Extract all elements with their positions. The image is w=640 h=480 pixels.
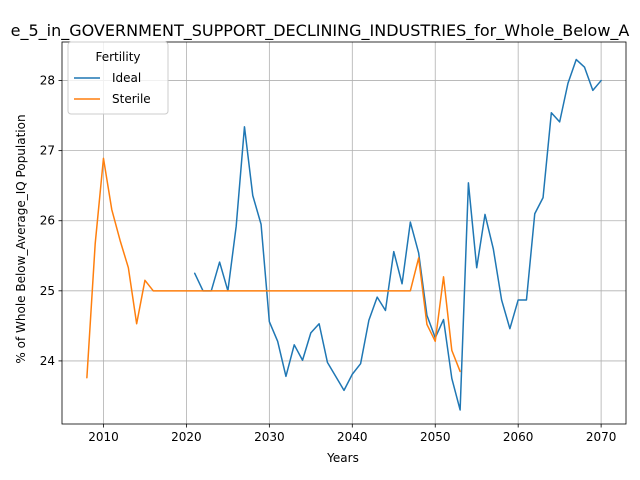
y-tick-label: 27 — [40, 144, 55, 158]
x-axis-ticks: 2010 2020 2030 2040 2050 2060 2070 — [88, 424, 616, 444]
legend-box — [67, 41, 169, 115]
x-axis-label: Years — [326, 451, 359, 465]
x-tick-label: 2040 — [337, 430, 368, 444]
y-axis-ticks: 24 25 26 27 28 — [40, 74, 62, 368]
x-tick-label: 2030 — [254, 430, 285, 444]
y-axis-label: % of Whole Below_Average_IQ Population — [14, 114, 28, 363]
chart-title: e_5_in_GOVERNMENT_SUPPORT_DECLINING_INDU… — [11, 21, 630, 41]
series-line-ideal — [193, 58, 602, 411]
legend-title: Fertility — [95, 50, 140, 64]
legend-label-ideal: Ideal — [112, 71, 141, 85]
y-tick-label: 28 — [40, 74, 55, 88]
x-tick-label: 2070 — [586, 430, 617, 444]
legend: Fertility Ideal Sterile — [67, 41, 169, 115]
y-tick-label: 26 — [40, 214, 55, 228]
series-line-sterile — [86, 157, 461, 379]
legend-label-sterile: Sterile — [112, 92, 151, 106]
x-tick-label: 2020 — [171, 430, 202, 444]
y-tick-label: 24 — [40, 354, 55, 368]
x-tick-label: 2050 — [420, 430, 451, 444]
y-tick-label: 25 — [40, 284, 55, 298]
plot-frame — [61, 41, 627, 425]
x-tick-label: 2010 — [88, 430, 119, 444]
series-layer — [86, 58, 602, 411]
x-tick-label: 2060 — [503, 430, 534, 444]
